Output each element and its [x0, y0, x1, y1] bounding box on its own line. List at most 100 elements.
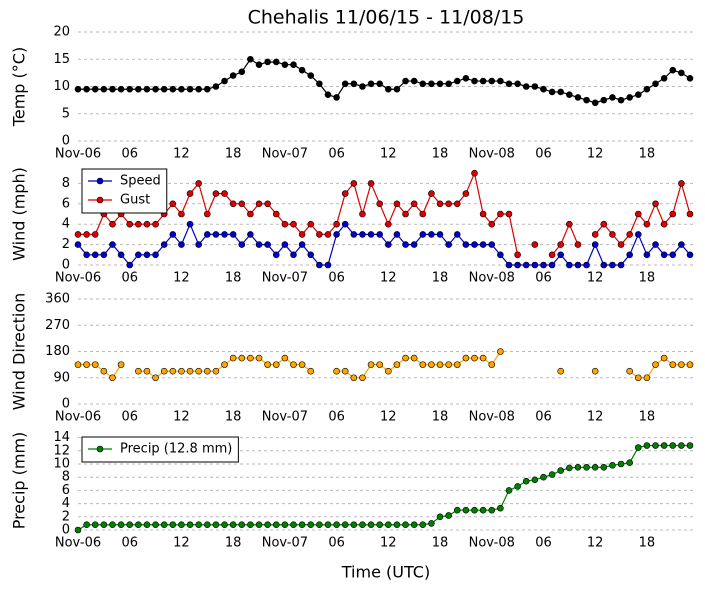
- y-tick-label: 8: [62, 470, 70, 485]
- data-point: [341, 521, 349, 529]
- data-point: [324, 261, 332, 269]
- data-point: [298, 231, 306, 238]
- data-point: [247, 210, 254, 218]
- x-tick-label: 18: [432, 536, 449, 551]
- data-point: [135, 367, 142, 375]
- y-tick-label: 12: [53, 443, 70, 458]
- data-point: [617, 460, 625, 468]
- data-point: [410, 241, 418, 248]
- data-point: [169, 200, 177, 208]
- x-tick-label: Nov-06: [55, 536, 101, 551]
- data-point: [419, 361, 427, 368]
- data-point: [402, 354, 409, 362]
- data-point: [264, 241, 271, 248]
- data-point: [402, 241, 409, 248]
- data-point: [367, 361, 375, 368]
- data-point: [307, 72, 315, 79]
- data-point: [574, 261, 582, 269]
- data-point: [686, 75, 694, 82]
- data-point: [643, 85, 651, 93]
- data-point: [91, 251, 99, 259]
- data-point: [591, 231, 599, 238]
- x-tick-label: 18: [225, 536, 242, 551]
- y-tick-label: 0: [62, 134, 70, 149]
- data-point: [531, 241, 539, 248]
- x-tick-label: 12: [380, 271, 397, 286]
- data-point: [83, 231, 90, 238]
- data-point: [402, 77, 409, 85]
- data-point: [195, 241, 202, 248]
- data-point: [583, 96, 590, 104]
- legend-marker: [96, 445, 104, 453]
- data-point: [143, 367, 151, 375]
- x-tick-label: 12: [173, 271, 190, 286]
- data-point: [566, 261, 573, 269]
- data-point: [186, 367, 194, 375]
- data-point: [117, 251, 125, 259]
- data-point: [255, 241, 263, 248]
- data-point: [195, 521, 202, 529]
- data-point: [531, 83, 539, 90]
- data-point: [385, 220, 392, 228]
- y-axis-label: Precip (mm): [10, 432, 29, 530]
- data-point: [229, 72, 237, 79]
- data-point: [522, 261, 530, 269]
- data-point: [479, 241, 487, 248]
- y-tick-label: 5: [62, 106, 70, 121]
- data-point: [462, 354, 470, 362]
- data-point: [479, 210, 487, 218]
- data-point: [410, 521, 418, 529]
- y-tick-label: 6: [62, 483, 70, 498]
- data-point: [298, 241, 306, 248]
- data-point: [367, 180, 375, 187]
- data-point: [229, 200, 237, 208]
- data-point: [471, 506, 478, 514]
- x-tick-label: 12: [587, 147, 604, 162]
- x-tick-label: Nov-07: [262, 536, 308, 551]
- legend-marker: [96, 196, 104, 204]
- data-point: [548, 261, 556, 269]
- data-point: [126, 261, 134, 269]
- data-point: [221, 190, 228, 197]
- data-point: [626, 94, 633, 101]
- data-point: [333, 367, 340, 375]
- data-point: [324, 91, 332, 98]
- data-point: [169, 231, 177, 238]
- y-axis-label: Wind (mph): [10, 167, 29, 261]
- data-point: [609, 94, 616, 101]
- data-point: [376, 80, 383, 88]
- data-point: [497, 210, 504, 218]
- data-point: [238, 354, 246, 362]
- data-point: [385, 521, 392, 529]
- data-point: [514, 261, 521, 269]
- data-point: [445, 361, 452, 368]
- data-point: [609, 231, 616, 238]
- data-point: [359, 210, 366, 218]
- data-point: [669, 66, 677, 74]
- data-point: [203, 231, 211, 238]
- legend-marker: [96, 177, 104, 185]
- x-tick-label: Nov-08: [469, 410, 515, 425]
- data-point: [83, 85, 90, 93]
- data-point: [531, 476, 539, 484]
- y-tick-label: 270: [45, 318, 70, 333]
- data-point: [74, 241, 82, 248]
- data-point: [290, 521, 297, 529]
- data-point: [126, 85, 134, 93]
- data-point: [548, 88, 556, 96]
- data-point: [316, 80, 323, 88]
- data-point: [376, 361, 383, 368]
- data-point: [143, 521, 151, 529]
- data-point: [410, 77, 418, 85]
- y-tick-label: 4: [62, 496, 70, 511]
- x-tick-label: 06: [535, 147, 552, 162]
- data-point: [350, 231, 358, 238]
- x-tick-label: Nov-06: [55, 271, 101, 286]
- data-point: [359, 83, 366, 90]
- data-point: [583, 261, 590, 269]
- data-point: [660, 251, 668, 259]
- data-point: [385, 367, 392, 375]
- data-point: [678, 442, 685, 449]
- data-point: [91, 521, 99, 529]
- x-tick-label: Nov-08: [469, 271, 515, 286]
